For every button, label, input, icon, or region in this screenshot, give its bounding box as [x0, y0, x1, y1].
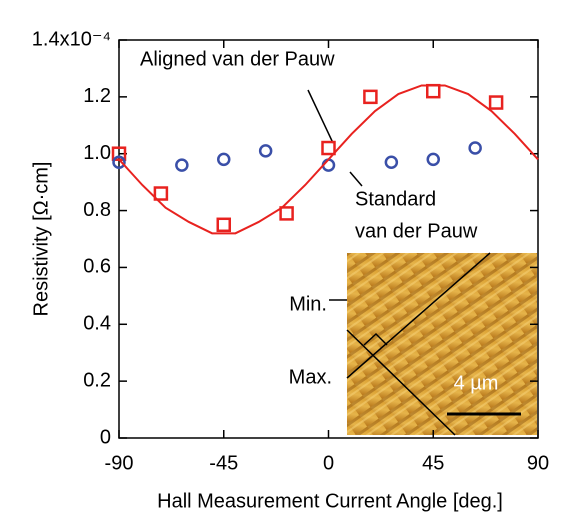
data-point: [470, 143, 481, 154]
y-tick-label: 0.4: [83, 313, 111, 335]
scale-label: 4 µm: [454, 372, 499, 394]
data-point: [428, 154, 439, 165]
chart: Min. Max. 4 µm Aligned van der Pauw Stan…: [0, 0, 566, 517]
annotation: Aligned van der Pauw: [140, 48, 335, 70]
y-tick-label: 1.2: [83, 85, 111, 107]
data-point: [218, 154, 229, 165]
inset-label: Min.: [289, 293, 327, 315]
y-tick-label: 0.6: [83, 256, 111, 278]
x-tick-label: 90: [527, 452, 549, 474]
x-tick-label: -45: [209, 452, 238, 474]
data-point: [260, 145, 271, 156]
data-point: [176, 160, 187, 171]
annotation-arrow: [350, 172, 362, 186]
annotation: van der Pauw: [355, 220, 478, 242]
data-point: [386, 157, 397, 168]
x-axis-label: Hall Measurement Current Angle [deg.]: [157, 490, 503, 512]
annotation-arrow: [308, 90, 333, 143]
y-tick-label: 1.4x10⁻⁴: [32, 28, 111, 50]
data-point: [490, 97, 502, 109]
x-tick-label: -90: [105, 452, 134, 474]
data-point: [364, 91, 376, 103]
data-point: [427, 85, 439, 97]
data-point: [218, 219, 230, 231]
data-point: [323, 142, 335, 154]
x-tick-label: 45: [422, 452, 444, 474]
data-point: [281, 207, 293, 219]
x-tick-label: 0: [323, 452, 334, 474]
inset-image: [347, 253, 537, 435]
annotation: Standard: [355, 188, 436, 210]
y-axis-label: Resistivity [Ω·cm]: [30, 162, 52, 317]
y-tick-label: 1.0: [83, 142, 111, 164]
y-tick-label: 0: [100, 426, 111, 448]
y-tick-label: 0.2: [83, 369, 111, 391]
y-tick-label: 0.8: [83, 199, 111, 221]
inset-label: Max.: [289, 366, 332, 388]
